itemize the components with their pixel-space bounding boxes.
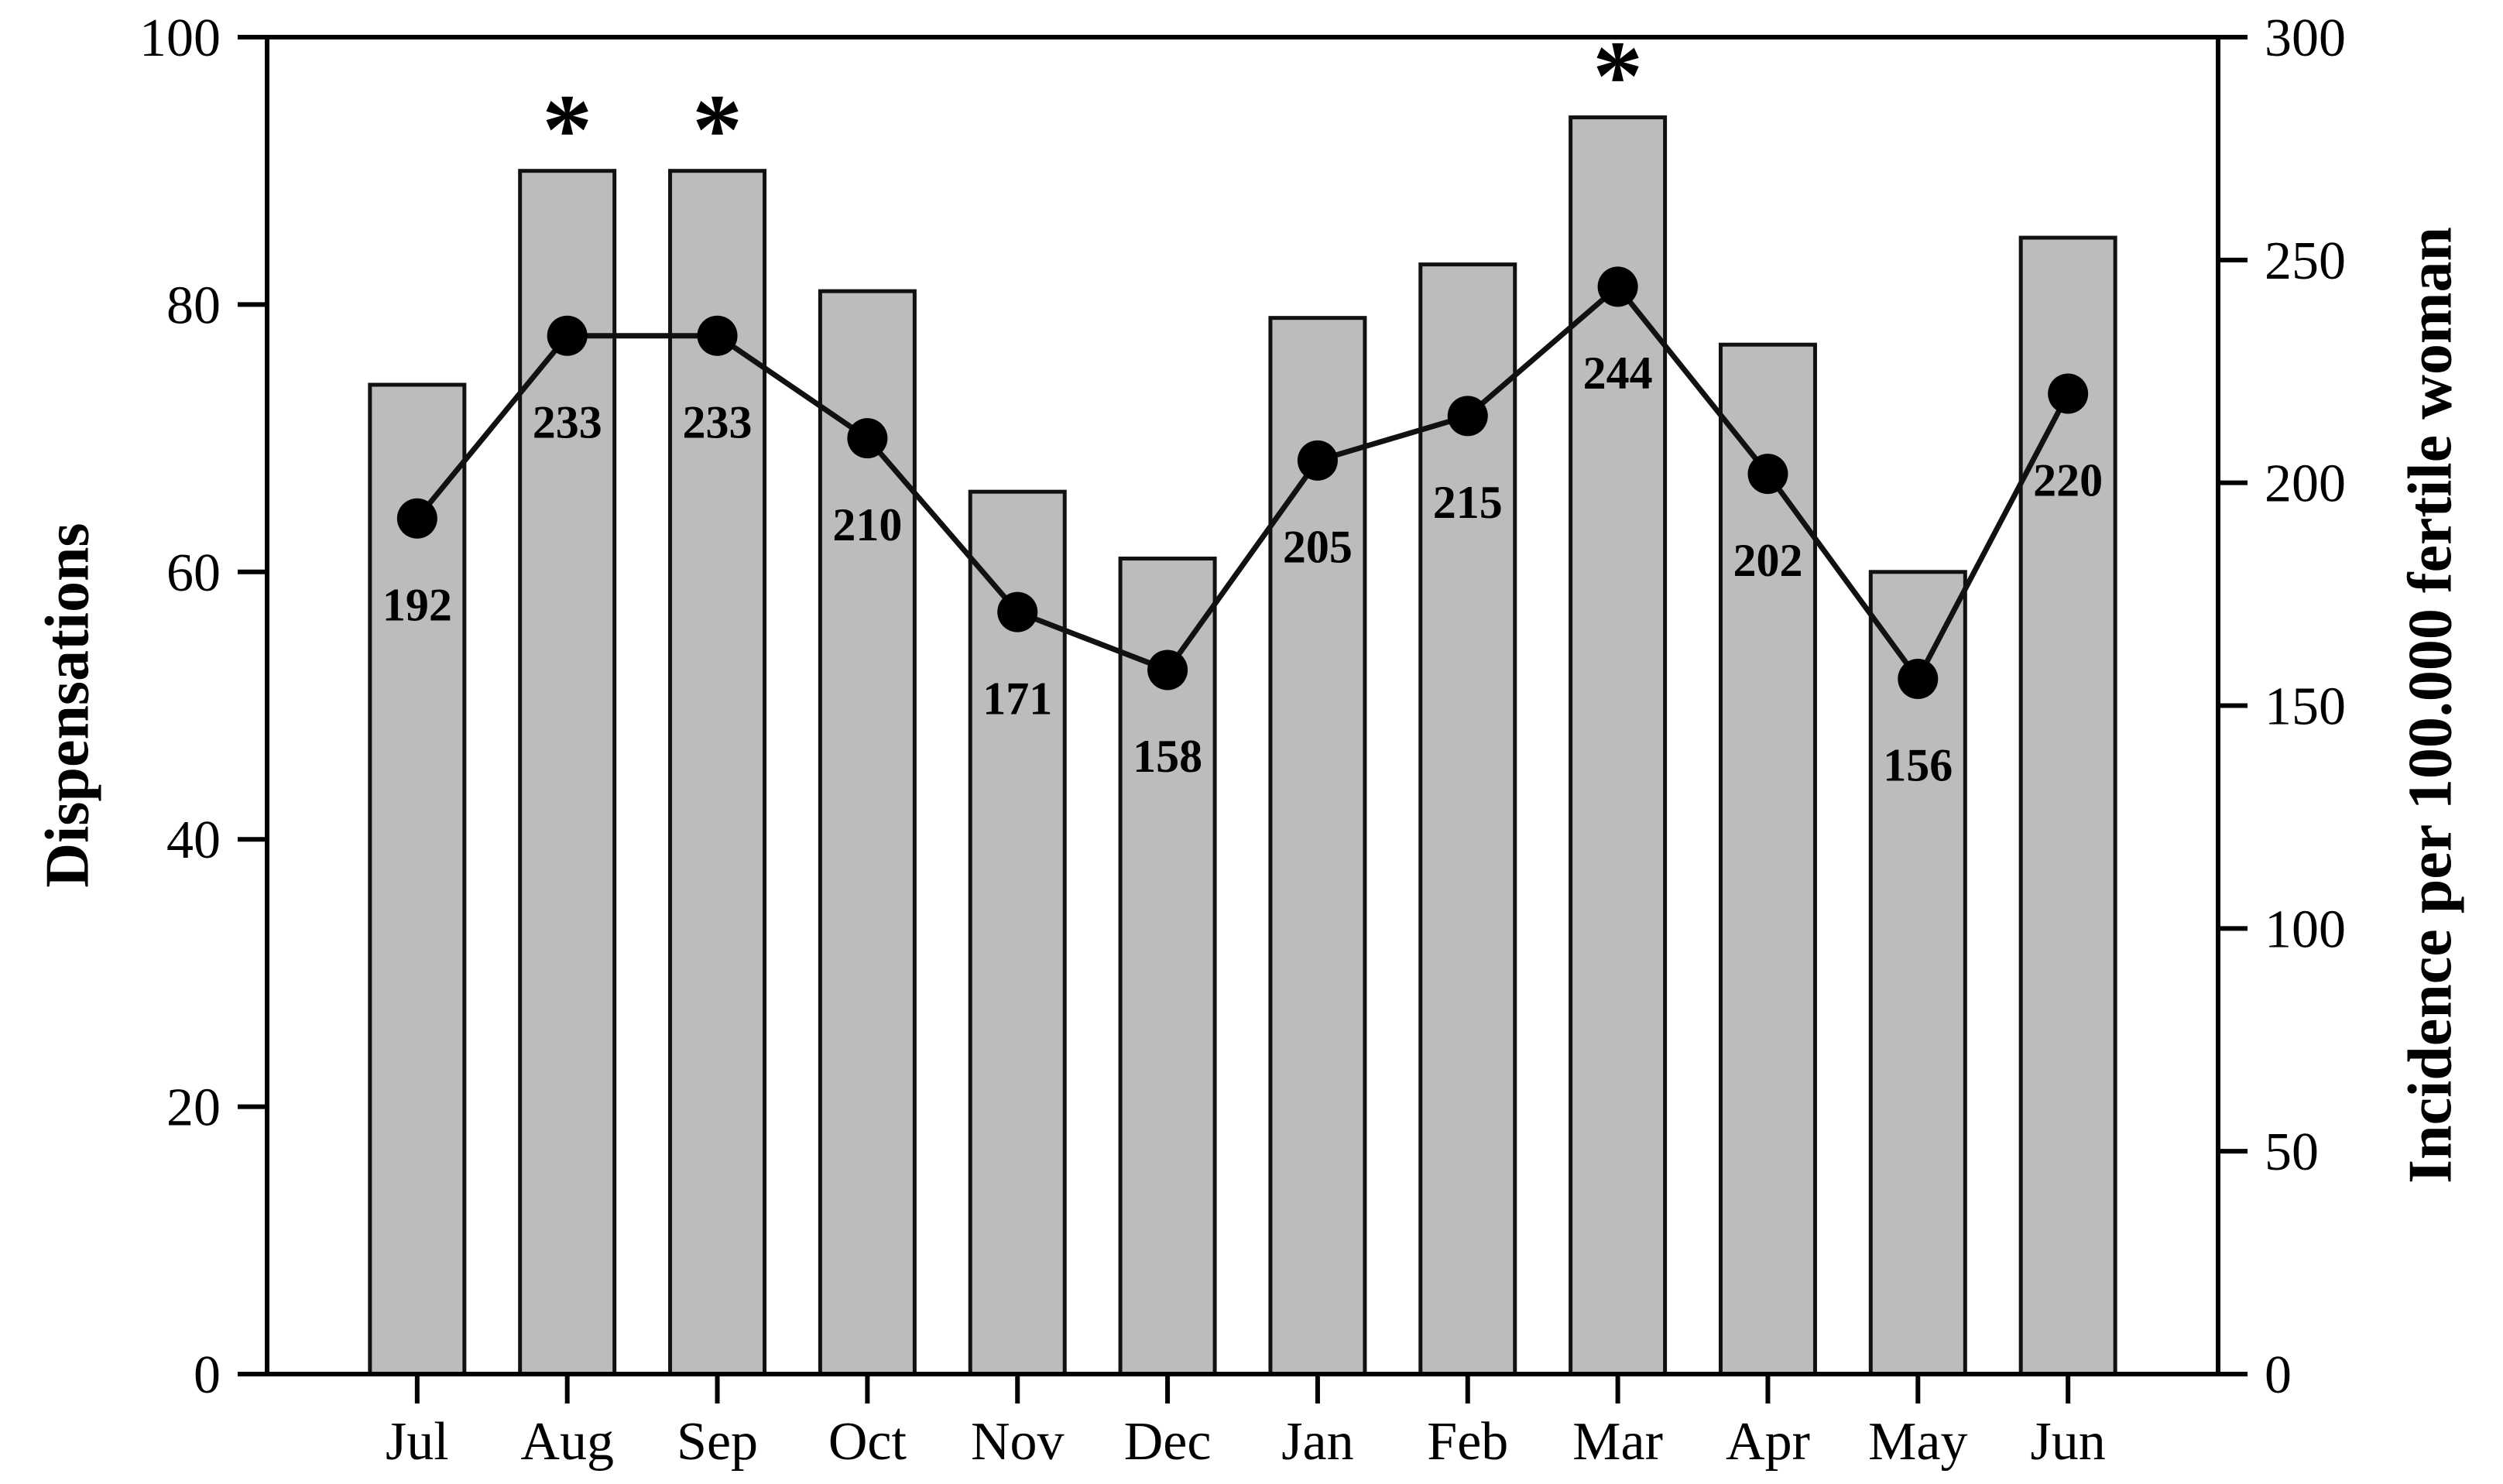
point-label-Aug: 233 <box>533 396 602 447</box>
point-label-Apr: 202 <box>1733 535 1802 586</box>
right-axis-tick-label-150: 150 <box>2265 677 2346 737</box>
right-axis-tick-label-0: 0 <box>2265 1345 2292 1405</box>
left-axis-tick-label-100: 100 <box>139 9 221 68</box>
x-axis-label-Feb: Feb <box>1427 1412 1508 1472</box>
point-label-Jul: 192 <box>382 579 452 630</box>
right-axis-title: Incidence per 100.000 fertile woman <box>2396 226 2465 1184</box>
x-axis-label-Aug: Aug <box>520 1412 614 1472</box>
significance-asterisk-Mar: * <box>1593 21 1643 132</box>
x-axis-label-Mar: Mar <box>1572 1412 1663 1472</box>
point-label-Mar: 244 <box>1583 348 1653 399</box>
left-axis-title: Dispensations <box>33 523 102 888</box>
bar-Apr <box>1718 342 1817 1376</box>
line-point-Mar <box>1597 266 1638 307</box>
line-point-Jul <box>396 498 437 539</box>
x-axis-label-Oct: Oct <box>828 1412 907 1472</box>
line-point-May <box>1898 658 1939 699</box>
right-axis-tick-label-100: 100 <box>2265 900 2346 959</box>
line-point-Feb <box>1447 396 1488 437</box>
bar-Feb <box>1418 262 1517 1376</box>
incidence-line <box>415 283 2071 684</box>
point-label-Nov: 171 <box>982 673 1052 724</box>
bar-Jul <box>368 382 467 1376</box>
line-point-Aug <box>547 315 588 356</box>
left-axis-tick-label-60: 60 <box>166 543 221 603</box>
x-axis-label-Jan: Jan <box>1281 1412 1353 1472</box>
right-axis-tick-label-250: 250 <box>2265 231 2346 291</box>
line-point-Oct <box>847 418 888 459</box>
line-point-Nov <box>997 591 1038 632</box>
point-label-Jan: 205 <box>1283 522 1353 573</box>
left-axis-tick-label-20: 20 <box>166 1078 221 1138</box>
line-point-Apr <box>1747 454 1788 495</box>
line-point-Jan <box>1297 440 1338 481</box>
left-axis-tick-label-80: 80 <box>166 276 221 335</box>
bar-Jun <box>2018 235 2117 1376</box>
point-label-Jun: 220 <box>2033 454 2103 506</box>
bar-Dec <box>1118 557 1217 1376</box>
left-axis-tick-label-40: 40 <box>166 811 221 870</box>
x-axis-label-Jul: Jul <box>386 1412 449 1472</box>
significance-asterisk-Sep: * <box>692 74 742 186</box>
x-axis-label-Nov: Nov <box>971 1412 1065 1472</box>
point-label-Feb: 215 <box>1433 477 1503 528</box>
line-point-Sep <box>697 315 738 356</box>
left-axis-tick-label-0: 0 <box>194 1345 221 1405</box>
line-point-Dec <box>1147 649 1188 691</box>
point-label-Dec: 158 <box>1133 731 1202 782</box>
x-axis-label-May: May <box>1868 1412 1967 1472</box>
x-axis-label-Dec: Dec <box>1124 1412 1212 1472</box>
right-axis-tick-label-200: 200 <box>2265 454 2346 514</box>
x-axis-label-Apr: Apr <box>1726 1412 1810 1472</box>
point-label-May: 156 <box>1883 740 1953 791</box>
right-axis-tick-label-50: 50 <box>2265 1122 2319 1182</box>
line-point-Jun <box>2048 373 2089 414</box>
bar-May <box>1868 570 1967 1376</box>
x-axis-label-Jun: Jun <box>2031 1412 2106 1472</box>
x-axis-label-Sep: Sep <box>677 1412 758 1472</box>
right-axis-tick-label-300: 300 <box>2265 9 2346 68</box>
point-label-Oct: 210 <box>832 499 902 550</box>
significance-asterisk-Aug: * <box>542 74 592 186</box>
point-label-Sep: 233 <box>683 396 753 447</box>
